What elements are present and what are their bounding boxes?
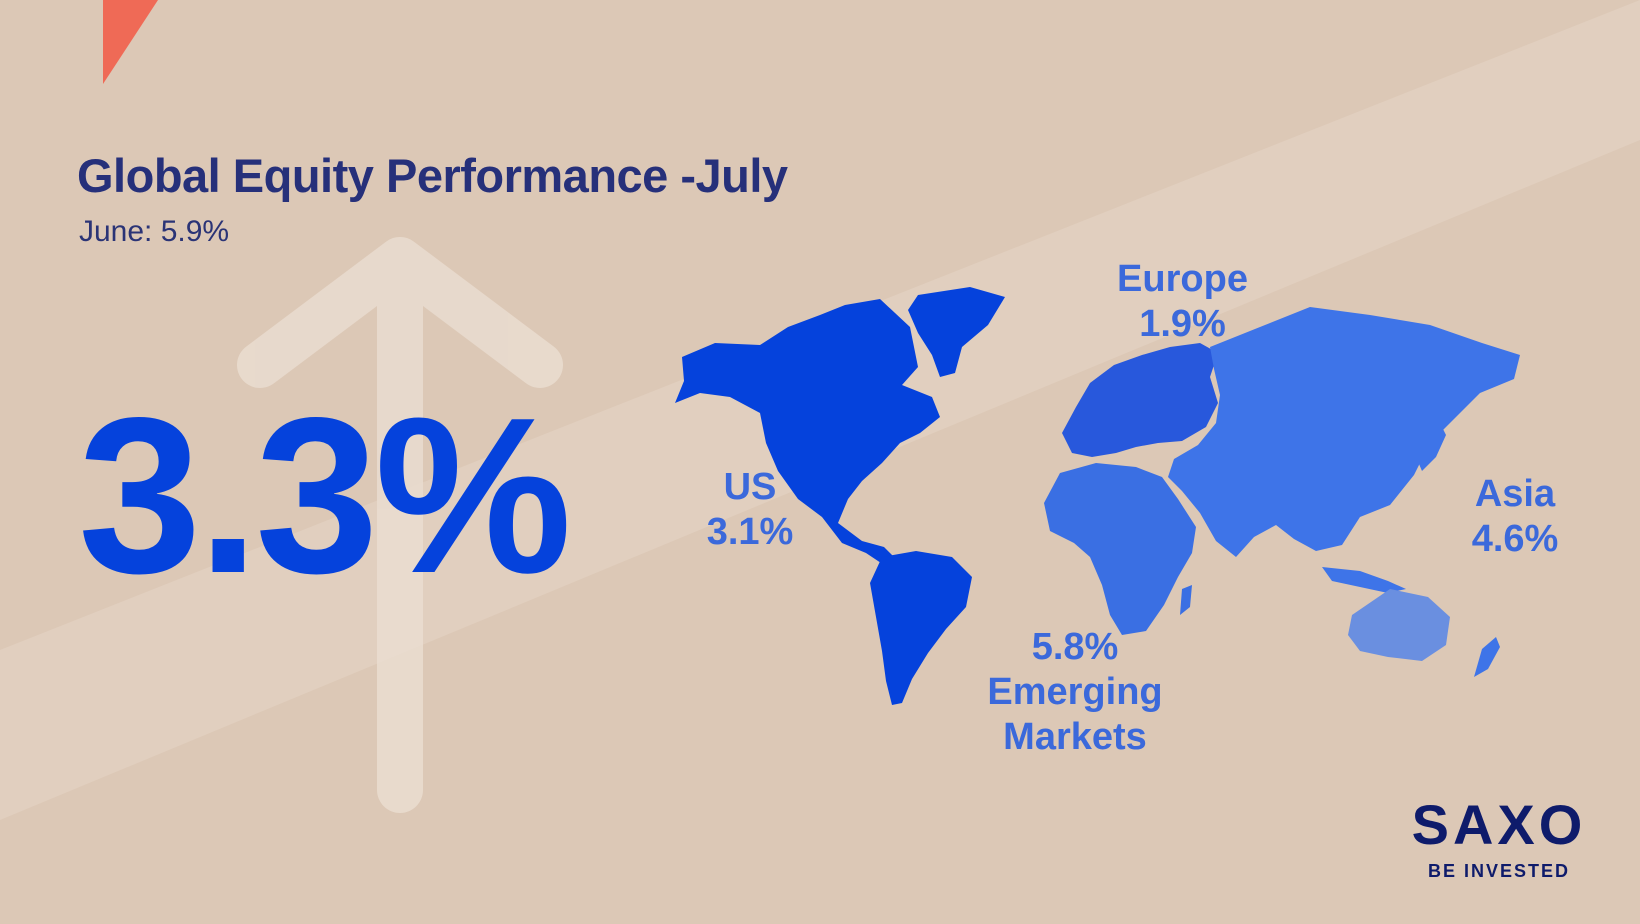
up-arrow-icon [237, 237, 563, 813]
page-title: Global Equity Performance -July [77, 149, 788, 202]
greenland-shape [908, 287, 1005, 377]
corner-accent-shape [103, 0, 158, 84]
region-value: 4.6% [1471, 517, 1559, 560]
north-america-shape [675, 299, 940, 569]
region-value: 1.9% [1139, 302, 1226, 345]
region-name: Asia [1474, 473, 1556, 515]
region-name: US [723, 466, 777, 508]
headline-performance-value: 3.3% [78, 372, 572, 620]
new-zealand-shape [1474, 637, 1500, 677]
region-label-asia: Asia 4.6% [1455, 472, 1575, 562]
madagascar-shape [1180, 585, 1192, 615]
previous-month-note: June: 5.9% [79, 215, 230, 248]
region-label-us: US 3.1% [700, 465, 800, 555]
indonesia-shape [1322, 567, 1406, 593]
region-label-emerging-markets: 5.8% Emerging Markets [970, 625, 1180, 759]
saxo-logo: SAXO BE INVESTED [1408, 797, 1590, 882]
south-america-shape [870, 551, 972, 705]
region-name: Europe [1117, 258, 1248, 300]
region-value: 3.1% [706, 510, 794, 553]
australia-shape [1348, 589, 1450, 661]
region-name: Emerging Markets [987, 670, 1163, 758]
world-map [675, 287, 1520, 705]
region-value: 5.8% [1031, 626, 1119, 668]
asia-shape [1168, 307, 1520, 557]
europe-shape [1062, 343, 1218, 457]
region-label-europe: Europe 1.9% [1100, 257, 1265, 347]
brand-tagline: BE INVESTED [1427, 861, 1571, 881]
africa-shape [1044, 463, 1196, 635]
brand-name: SAXO [1411, 793, 1587, 856]
japan-shape [1416, 419, 1446, 471]
